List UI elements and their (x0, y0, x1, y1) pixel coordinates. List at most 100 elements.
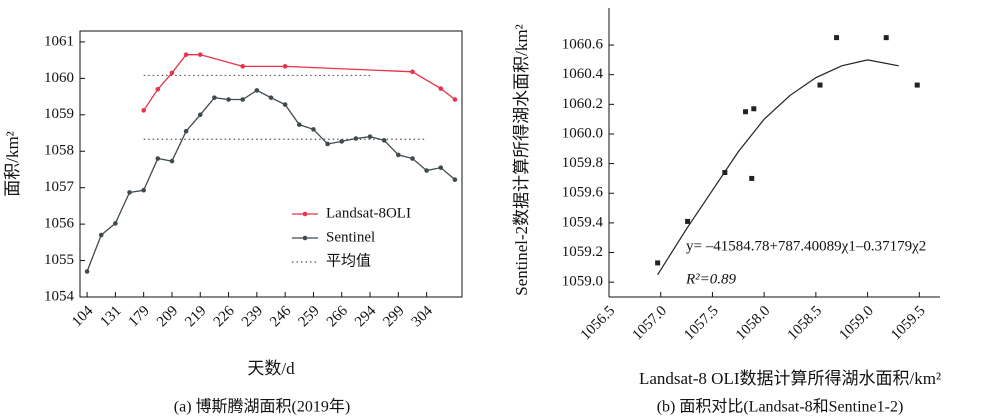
point (84, 269, 90, 274)
point (914, 82, 920, 88)
x-tick-label: 299 (380, 303, 407, 330)
x-tick-label: 266 (324, 303, 352, 331)
y-tick-label: 1059.2 (562, 244, 603, 260)
point (254, 88, 260, 93)
legend-marker (302, 211, 308, 217)
x-tick-label: 304 (409, 303, 437, 331)
x-tick-label: 1057.5 (681, 303, 721, 343)
point (296, 122, 302, 127)
y-tick-label: 1056 (44, 216, 75, 232)
point (438, 86, 444, 91)
point (226, 97, 231, 102)
point (743, 109, 749, 115)
point (183, 52, 189, 57)
point (353, 136, 359, 141)
point (212, 95, 217, 100)
x-tick-label: 294 (352, 303, 380, 331)
fit-curve (657, 59, 899, 276)
y-tick-label: 1059.4 (562, 214, 604, 230)
point (722, 170, 728, 176)
point (127, 190, 132, 195)
point (749, 175, 755, 181)
x-tick-label: 239 (239, 303, 266, 330)
plot-frame (79, 30, 463, 298)
x-tick-label: 104 (69, 303, 97, 331)
point (169, 158, 175, 164)
y-axis-label: 面积/km² (3, 131, 22, 197)
legend-label: Sentinel (326, 229, 375, 245)
point (98, 232, 104, 238)
y-tick-label: 1060.4 (562, 66, 604, 82)
y-tick-label: 1060.2 (562, 96, 603, 112)
y-tick-label: 1060.0 (562, 125, 603, 141)
y-axis-label: Sentinel-2数据计算所得湖水面积/km² (512, 24, 531, 295)
point (282, 102, 288, 107)
point (311, 127, 316, 132)
point (155, 156, 161, 161)
point (424, 168, 429, 173)
y-tick-label: 1054 (44, 288, 75, 304)
legend-label: 平均值 (326, 252, 371, 269)
legend-marker (302, 235, 308, 241)
point (183, 128, 189, 134)
x-tick-label: 1059.5 (888, 303, 928, 343)
x-tick-label: 226 (211, 303, 239, 331)
point (268, 95, 274, 100)
y-tick-label: 1059.8 (562, 155, 603, 171)
point (685, 218, 691, 224)
annotation: y= –41584.78+787.40089χ1–0.37179χ2 (686, 238, 926, 254)
point (240, 64, 246, 69)
point (655, 260, 661, 266)
point (410, 156, 415, 161)
x-tick-label: 1058.5 (785, 303, 825, 343)
x-tick-label: 1059.0 (836, 303, 876, 343)
point (141, 108, 146, 113)
point (381, 138, 387, 143)
series-line (86, 89, 456, 272)
point (282, 64, 288, 69)
y-tick-label: 1059 (44, 106, 74, 122)
legend-label: Landsat-8OLI (326, 205, 411, 221)
x-axis-label: 天数/d (247, 359, 295, 378)
point (452, 97, 458, 102)
x-axis-label: Landsat-8 OLI数据计算所得湖水面积/km² (639, 369, 941, 388)
point (325, 141, 330, 147)
y-tick-label: 1057 (44, 179, 75, 195)
point (141, 187, 146, 193)
caption: (b) 面积对比(Landsat-8和Sentine1-2) (657, 398, 904, 416)
point (169, 70, 175, 76)
x-tick-label: 246 (267, 303, 295, 331)
y-tick-label: 1060 (44, 70, 74, 86)
x-tick-label: 1058.0 (733, 303, 773, 343)
series-line (143, 54, 456, 111)
point (155, 87, 161, 92)
y-tick-label: 1058 (44, 143, 74, 159)
point (339, 139, 345, 144)
point (197, 52, 203, 57)
point (240, 97, 246, 102)
x-tick-label: 219 (182, 303, 209, 330)
point (751, 106, 757, 112)
point (883, 35, 889, 41)
caption: (a) 博斯腾湖面积(2019年) (174, 398, 350, 416)
y-tick-label: 1060.6 (562, 36, 604, 52)
x-tick-label: 1057.0 (629, 303, 669, 343)
annotation: R²=0.89 (685, 271, 737, 287)
point (113, 221, 118, 226)
x-tick-label: 259 (295, 303, 322, 330)
y-tick-label: 1055 (44, 252, 74, 268)
y-tick-label: 1061 (44, 33, 74, 49)
point (817, 82, 823, 88)
point (367, 134, 373, 139)
point (410, 69, 415, 75)
x-tick-label: 209 (154, 303, 181, 330)
x-tick-label: 1056.5 (578, 303, 618, 343)
point (438, 165, 444, 170)
point (834, 35, 840, 41)
x-tick-label: 179 (126, 303, 153, 330)
x-tick-label: 131 (97, 303, 124, 330)
y-tick-label: 1059.6 (562, 185, 604, 201)
point (197, 112, 203, 118)
point (396, 152, 401, 158)
